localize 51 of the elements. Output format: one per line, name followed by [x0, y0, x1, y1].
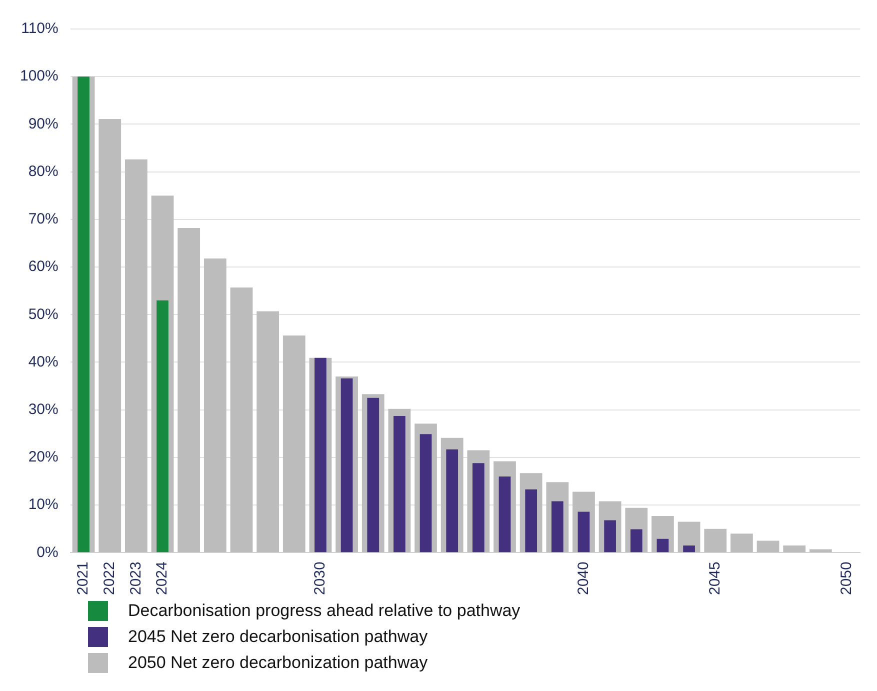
bar — [394, 416, 406, 552]
bar — [683, 545, 695, 552]
y-tick-label: 60% — [28, 258, 58, 276]
bar — [178, 228, 200, 552]
y-tick-label: 80% — [28, 162, 58, 180]
bar — [551, 501, 564, 552]
y-tick-label: 20% — [28, 448, 58, 466]
bar — [156, 300, 168, 552]
x-tick-label: 2022 — [100, 562, 118, 596]
bar — [604, 520, 616, 552]
x-tick-label: 2023 — [127, 562, 144, 596]
bar — [230, 287, 253, 552]
y-tick-label: 110% — [21, 20, 58, 38]
x-tick-label: 2024 — [154, 562, 171, 596]
bar — [704, 528, 727, 552]
y-tick-label: 90% — [28, 115, 58, 132]
bar — [420, 434, 432, 552]
bar — [204, 258, 226, 552]
bar — [367, 398, 380, 552]
bar — [124, 159, 148, 552]
y-tick-label: 40% — [28, 353, 58, 370]
bar — [78, 76, 90, 552]
legend-label: Decarbonisation progress ahead relative to pathway — [128, 601, 520, 621]
x-tick-label: 2030 — [312, 562, 329, 596]
x-tick-label: 2045 — [706, 562, 724, 596]
x-tick-label: 2021 — [74, 562, 92, 596]
bar — [256, 311, 280, 552]
legend-label: 2050 Net zero decarbonization pathway — [128, 653, 428, 673]
y-tick-label: 50% — [28, 306, 58, 323]
y-tick-label: 30% — [28, 400, 58, 418]
y-tick-label: 70% — [28, 210, 58, 228]
bar — [578, 512, 590, 552]
bar — [446, 449, 458, 552]
bar — [314, 358, 326, 552]
bar — [525, 489, 538, 552]
y-tick-label: 100% — [20, 68, 58, 85]
y-tick-label: 10% — [28, 496, 58, 514]
bar — [340, 378, 353, 552]
bar — [783, 545, 806, 552]
bar — [656, 538, 669, 552]
x-tick-label: 2050 — [838, 562, 856, 596]
bar — [630, 529, 642, 552]
bar — [730, 534, 753, 552]
y-tick-label: 0% — [36, 544, 58, 561]
bar — [282, 336, 306, 552]
bar — [472, 463, 484, 552]
bar — [498, 476, 511, 552]
bar — [756, 540, 780, 552]
legend-label: 2045 Net zero decarbonisation pathway — [128, 627, 428, 647]
x-tick-label: 2040 — [574, 562, 592, 596]
bar — [98, 118, 122, 552]
